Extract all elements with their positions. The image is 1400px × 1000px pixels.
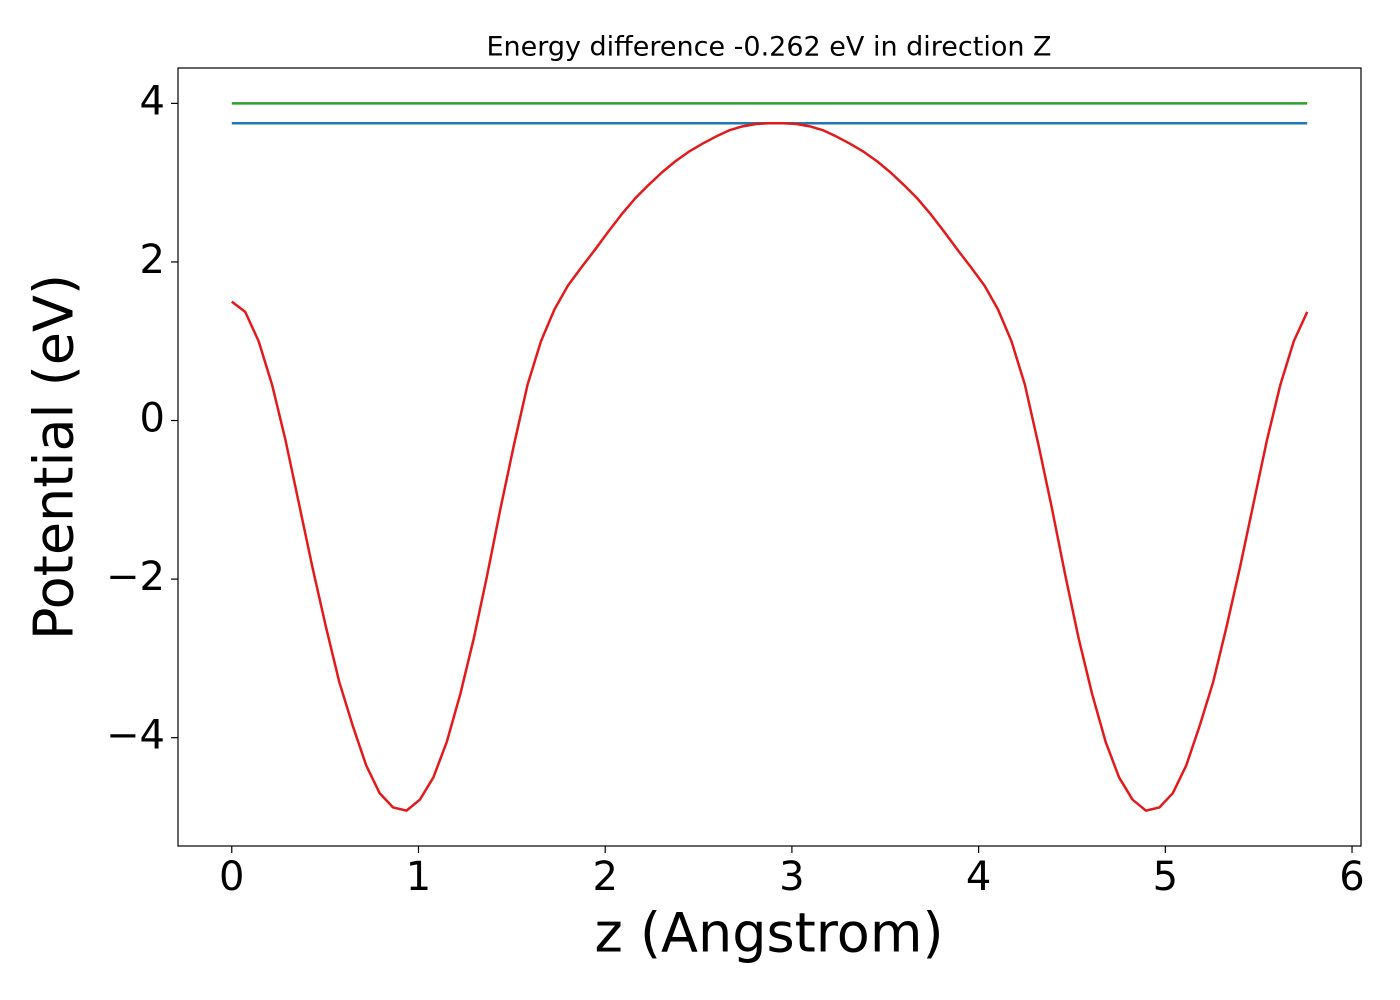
plot-frame xyxy=(177,67,1362,847)
y-tick-label: −4 xyxy=(106,713,165,759)
y-tick-label: 0 xyxy=(140,396,165,442)
y-tick-label: 2 xyxy=(140,237,165,283)
x-tick-label: 0 xyxy=(219,854,244,900)
x-tick-label: 5 xyxy=(1153,854,1178,900)
y-axis-label: Potential (eV) xyxy=(23,274,86,640)
y-tick-label: 4 xyxy=(140,78,165,124)
x-axis-label: z (Angstrom) xyxy=(594,902,943,965)
y-tick-label: −2 xyxy=(106,554,165,600)
x-tick-label: 6 xyxy=(1339,854,1364,900)
x-tick-label: 3 xyxy=(779,854,804,900)
x-tick-label: 2 xyxy=(592,854,617,900)
line-series xyxy=(231,121,1309,812)
x-tick-label: 1 xyxy=(406,854,431,900)
chart-title: Energy difference -0.262 eV in direction… xyxy=(486,32,1051,63)
x-tick-label: 4 xyxy=(966,854,991,900)
